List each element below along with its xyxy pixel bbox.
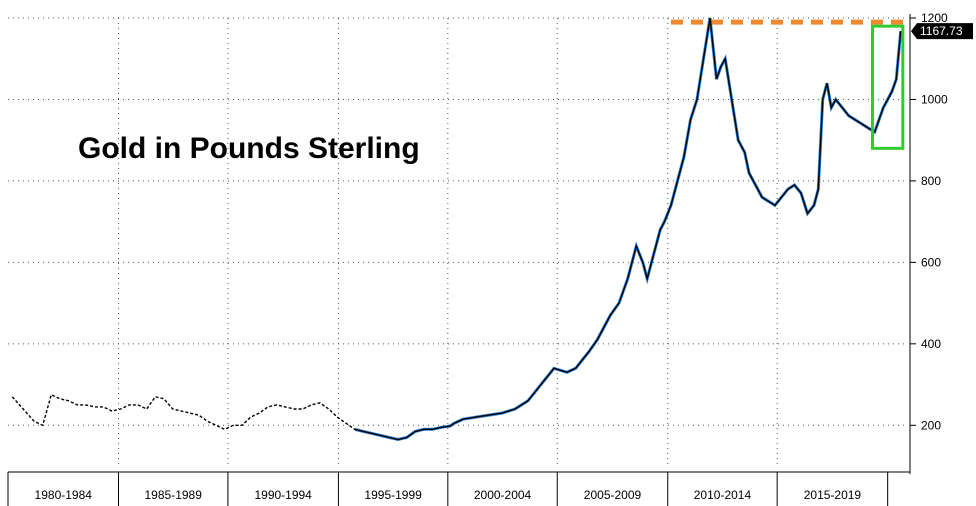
last-value-label: 1167.73	[920, 24, 963, 38]
x-category-label: 1980-1984	[35, 488, 93, 502]
x-category-label: 2005-2009	[584, 488, 642, 502]
highlight-layer	[871, 24, 905, 150]
series-line	[354, 17, 902, 441]
series-line-overlay	[354, 17, 903, 442]
y-tick-label: 800	[921, 174, 941, 188]
y-tick-label: 200	[921, 418, 941, 432]
x-category-label: 1985-1989	[145, 488, 203, 502]
x-category-label: 2015-2019	[804, 488, 862, 502]
x-axis: 1980-1984 1985-1989 1990-1994 1995-1999 2000…	[7, 471, 910, 506]
y-axis: 200 400 600 800 1000 1200	[909, 11, 948, 474]
x-category-label: 2000-2004	[474, 488, 532, 502]
series-layer	[11, 17, 903, 442]
series-line-early	[11, 393, 356, 431]
grid	[8, 17, 905, 466]
highlight-box	[871, 24, 905, 150]
y-tick-label: 600	[921, 255, 941, 269]
chart-title: Gold in Pounds Sterling	[78, 132, 420, 165]
last-value-badge-bg	[911, 23, 973, 40]
x-category-label: 1990-1994	[254, 488, 312, 502]
y-tick-label: 1200	[921, 11, 948, 25]
x-category-label: 2010-2014	[694, 488, 752, 502]
y-tick-label: 400	[921, 337, 941, 351]
y-tick-label: 1000	[921, 92, 948, 106]
last-value-badge: 1167.73	[911, 23, 973, 40]
x-category-label: 1995-1999	[364, 488, 422, 502]
